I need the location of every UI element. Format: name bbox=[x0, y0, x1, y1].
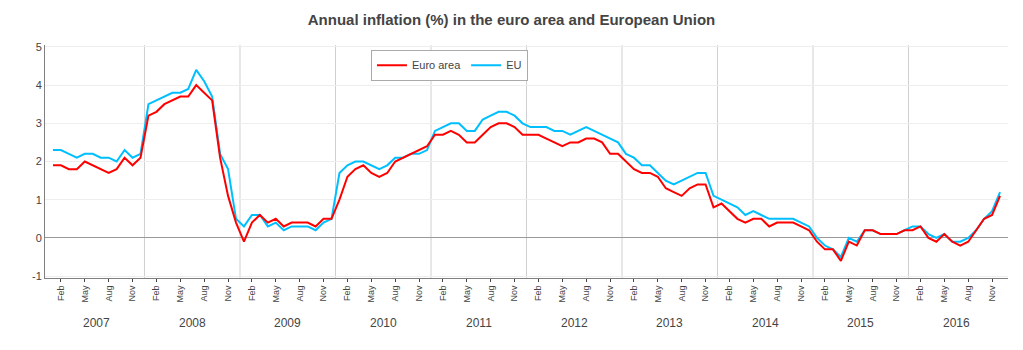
svg-text:Aug: Aug bbox=[963, 286, 973, 302]
svg-text:May: May bbox=[175, 285, 185, 303]
svg-text:Feb: Feb bbox=[151, 286, 161, 302]
svg-text:-1: -1 bbox=[32, 270, 42, 282]
svg-text:Nov: Nov bbox=[605, 285, 615, 302]
svg-text:Nov: Nov bbox=[987, 285, 997, 302]
svg-text:Nov: Nov bbox=[892, 285, 902, 302]
svg-text:Feb: Feb bbox=[533, 286, 543, 302]
svg-text:May: May bbox=[271, 285, 281, 303]
svg-text:May: May bbox=[748, 285, 758, 303]
svg-text:2: 2 bbox=[36, 155, 42, 167]
svg-text:Feb: Feb bbox=[438, 286, 448, 302]
svg-text:Nov: Nov bbox=[127, 285, 137, 302]
svg-text:Aug: Aug bbox=[772, 286, 782, 302]
svg-text:Annual inflation (%) in the eu: Annual inflation (%) in the euro area an… bbox=[308, 11, 716, 28]
svg-text:May: May bbox=[462, 285, 472, 303]
svg-text:2008: 2008 bbox=[179, 316, 206, 330]
svg-text:Nov: Nov bbox=[414, 285, 424, 302]
svg-text:2013: 2013 bbox=[656, 316, 683, 330]
svg-text:May: May bbox=[939, 285, 949, 303]
svg-text:5: 5 bbox=[36, 41, 42, 53]
svg-text:May: May bbox=[366, 285, 376, 303]
svg-text:Nov: Nov bbox=[700, 285, 710, 302]
svg-text:2016: 2016 bbox=[943, 316, 970, 330]
svg-text:0: 0 bbox=[36, 232, 42, 244]
svg-text:1: 1 bbox=[36, 194, 42, 206]
svg-text:2007: 2007 bbox=[83, 316, 110, 330]
svg-text:Nov: Nov bbox=[509, 285, 519, 302]
svg-text:May: May bbox=[557, 285, 567, 303]
svg-text:2014: 2014 bbox=[752, 316, 779, 330]
svg-text:EU: EU bbox=[506, 59, 521, 71]
svg-text:Feb: Feb bbox=[820, 286, 830, 302]
svg-text:Feb: Feb bbox=[342, 286, 352, 302]
svg-text:Aug: Aug bbox=[486, 286, 496, 302]
svg-text:Aug: Aug bbox=[868, 286, 878, 302]
svg-text:Euro area: Euro area bbox=[412, 59, 461, 71]
svg-text:May: May bbox=[844, 285, 854, 303]
svg-text:Aug: Aug bbox=[581, 286, 591, 302]
svg-text:Feb: Feb bbox=[724, 286, 734, 302]
svg-text:Feb: Feb bbox=[915, 286, 925, 302]
svg-text:May: May bbox=[653, 285, 663, 303]
svg-text:2010: 2010 bbox=[370, 316, 397, 330]
svg-text:2009: 2009 bbox=[274, 316, 301, 330]
svg-text:Feb: Feb bbox=[629, 286, 639, 302]
svg-text:Feb: Feb bbox=[56, 286, 66, 302]
svg-text:2011: 2011 bbox=[466, 316, 492, 330]
svg-text:Aug: Aug bbox=[295, 286, 305, 302]
svg-text:Aug: Aug bbox=[199, 286, 209, 302]
svg-text:3: 3 bbox=[36, 117, 42, 129]
svg-text:2012: 2012 bbox=[561, 316, 588, 330]
svg-text:2015: 2015 bbox=[847, 316, 874, 330]
svg-text:May: May bbox=[80, 285, 90, 303]
svg-text:Aug: Aug bbox=[677, 286, 687, 302]
svg-text:Aug: Aug bbox=[104, 286, 114, 302]
svg-text:Nov: Nov bbox=[796, 285, 806, 302]
svg-text:4: 4 bbox=[36, 79, 42, 91]
svg-text:Aug: Aug bbox=[390, 286, 400, 302]
svg-text:Nov: Nov bbox=[318, 285, 328, 302]
svg-text:Feb: Feb bbox=[247, 286, 257, 302]
svg-text:Nov: Nov bbox=[223, 285, 233, 302]
